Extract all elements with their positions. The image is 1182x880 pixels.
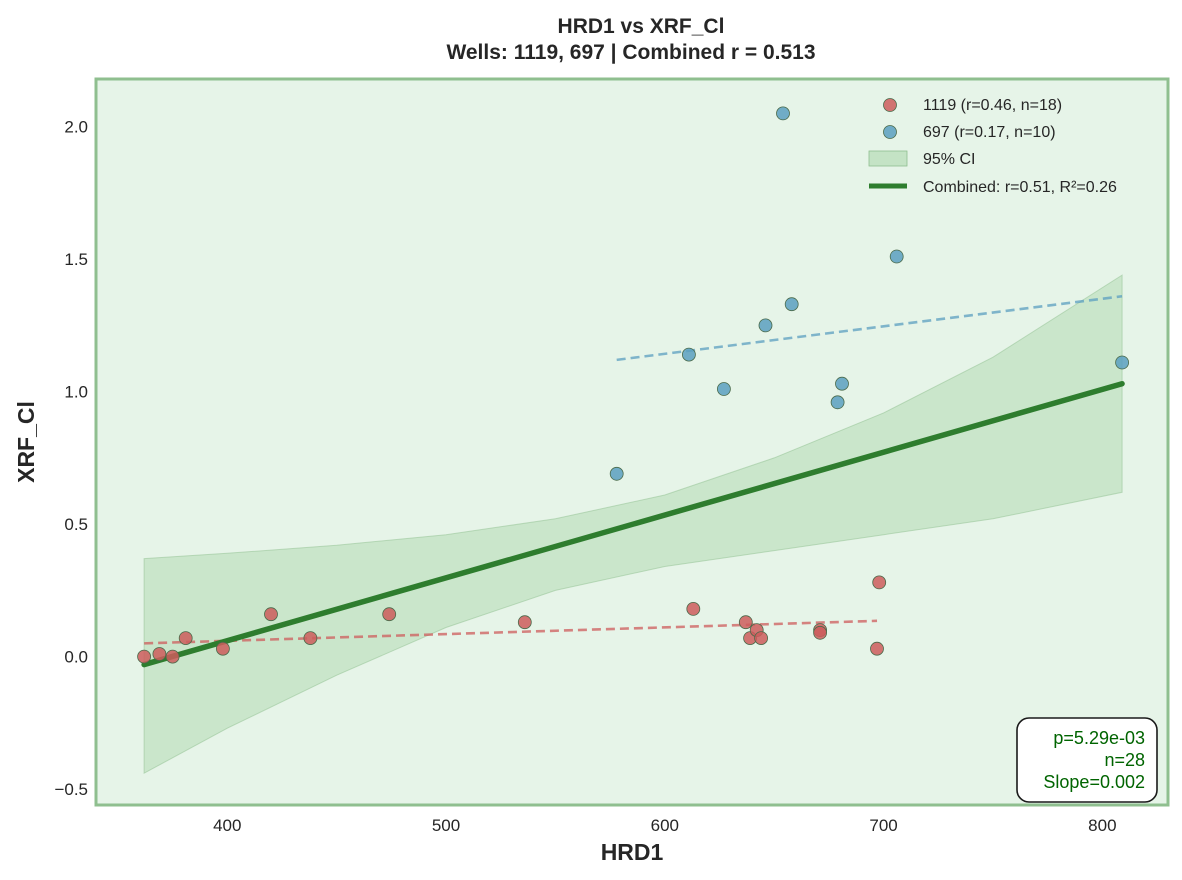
plot-frame	[94, 77, 1170, 807]
stats-box: p=5.29e-03 n=28 Slope=0.002	[1016, 717, 1158, 803]
scatter-point-series-1	[1115, 355, 1129, 370]
scatter-point-series-0	[813, 625, 827, 640]
y-tick-label: 0.0	[64, 648, 88, 667]
scatter-point-series-1	[717, 382, 731, 396]
stats-slope: Slope=0.002	[1043, 772, 1145, 792]
scatter-point-series-0	[870, 641, 884, 656]
legend-marker-1119	[883, 98, 897, 112]
y-tick-label: 0.5	[64, 515, 88, 534]
x-tick-label: 500	[432, 816, 460, 835]
scatter-point-series-0	[382, 607, 397, 622]
scatter-point-series-0	[872, 575, 887, 590]
combined-fit-line	[141, 380, 1125, 668]
x-axis-label: HRD1	[601, 839, 664, 865]
y-axis-label: XRF_Cl	[13, 401, 39, 483]
legend: 1119 (r=0.46, n=18) 697 (r=0.17, n=10) 9…	[868, 97, 1117, 196]
legend-label-combined: Combined: r=0.51, R²=0.26	[923, 179, 1117, 196]
legend-label-697: 697 (r=0.17, n=10)	[923, 124, 1056, 141]
x-tick-label: 800	[1088, 816, 1116, 835]
scatter-point-series-0	[264, 607, 278, 622]
stats-p-value: p=5.29e-03	[1053, 728, 1145, 748]
scatter-point-series-1	[830, 395, 845, 410]
stats-n: n=28	[1104, 750, 1145, 770]
scatter-point-series-1	[609, 466, 624, 481]
scatter-point-series-0	[517, 615, 532, 630]
plot-area	[96, 79, 1168, 805]
trend-line-series-1	[616, 294, 1123, 362]
scatter-point-series-1	[889, 249, 904, 264]
scatter-point-series-0	[686, 602, 701, 616]
y-tick-label: −0.5	[54, 780, 88, 799]
y-tick-label: 2.0	[64, 118, 88, 137]
scatter-point-series-1	[835, 376, 849, 391]
y-tick-label: 1.0	[64, 383, 88, 402]
legend-label-ci: 95% CI	[923, 151, 975, 168]
scatter-point-series-0	[152, 647, 167, 661]
legend-marker-697	[883, 125, 897, 139]
scatter-point-series-1	[784, 297, 799, 312]
legend-ci-swatch	[868, 150, 908, 167]
scatter-point-series-0	[754, 631, 768, 645]
x-tick-label: 700	[869, 816, 897, 835]
x-tick-label: 400	[213, 816, 241, 835]
scatter-point-series-1	[682, 347, 696, 362]
scatter-point-series-0	[165, 649, 180, 664]
stats-box-frame	[1016, 717, 1158, 803]
chart-subtitle: Wells: 1119, 697 | Combined r = 0.513	[446, 41, 815, 64]
x-tick-label: 600	[651, 816, 679, 835]
scatter-point-series-0	[303, 631, 318, 645]
scatter-point-series-0	[178, 631, 193, 645]
scatter-point-series-1	[758, 318, 773, 333]
scatter-point-series-0	[215, 641, 230, 656]
scatter-point-series-0	[738, 615, 753, 630]
scatter-point-series-1	[776, 106, 790, 121]
trend-line-series-0	[144, 619, 878, 645]
legend-label-1119: 1119 (r=0.46, n=18)	[923, 97, 1062, 114]
scatter-point-series-0	[137, 649, 152, 664]
chart-title: HRD1 vs XRF_Cl	[558, 15, 725, 38]
y-tick-label: 1.5	[64, 250, 88, 269]
